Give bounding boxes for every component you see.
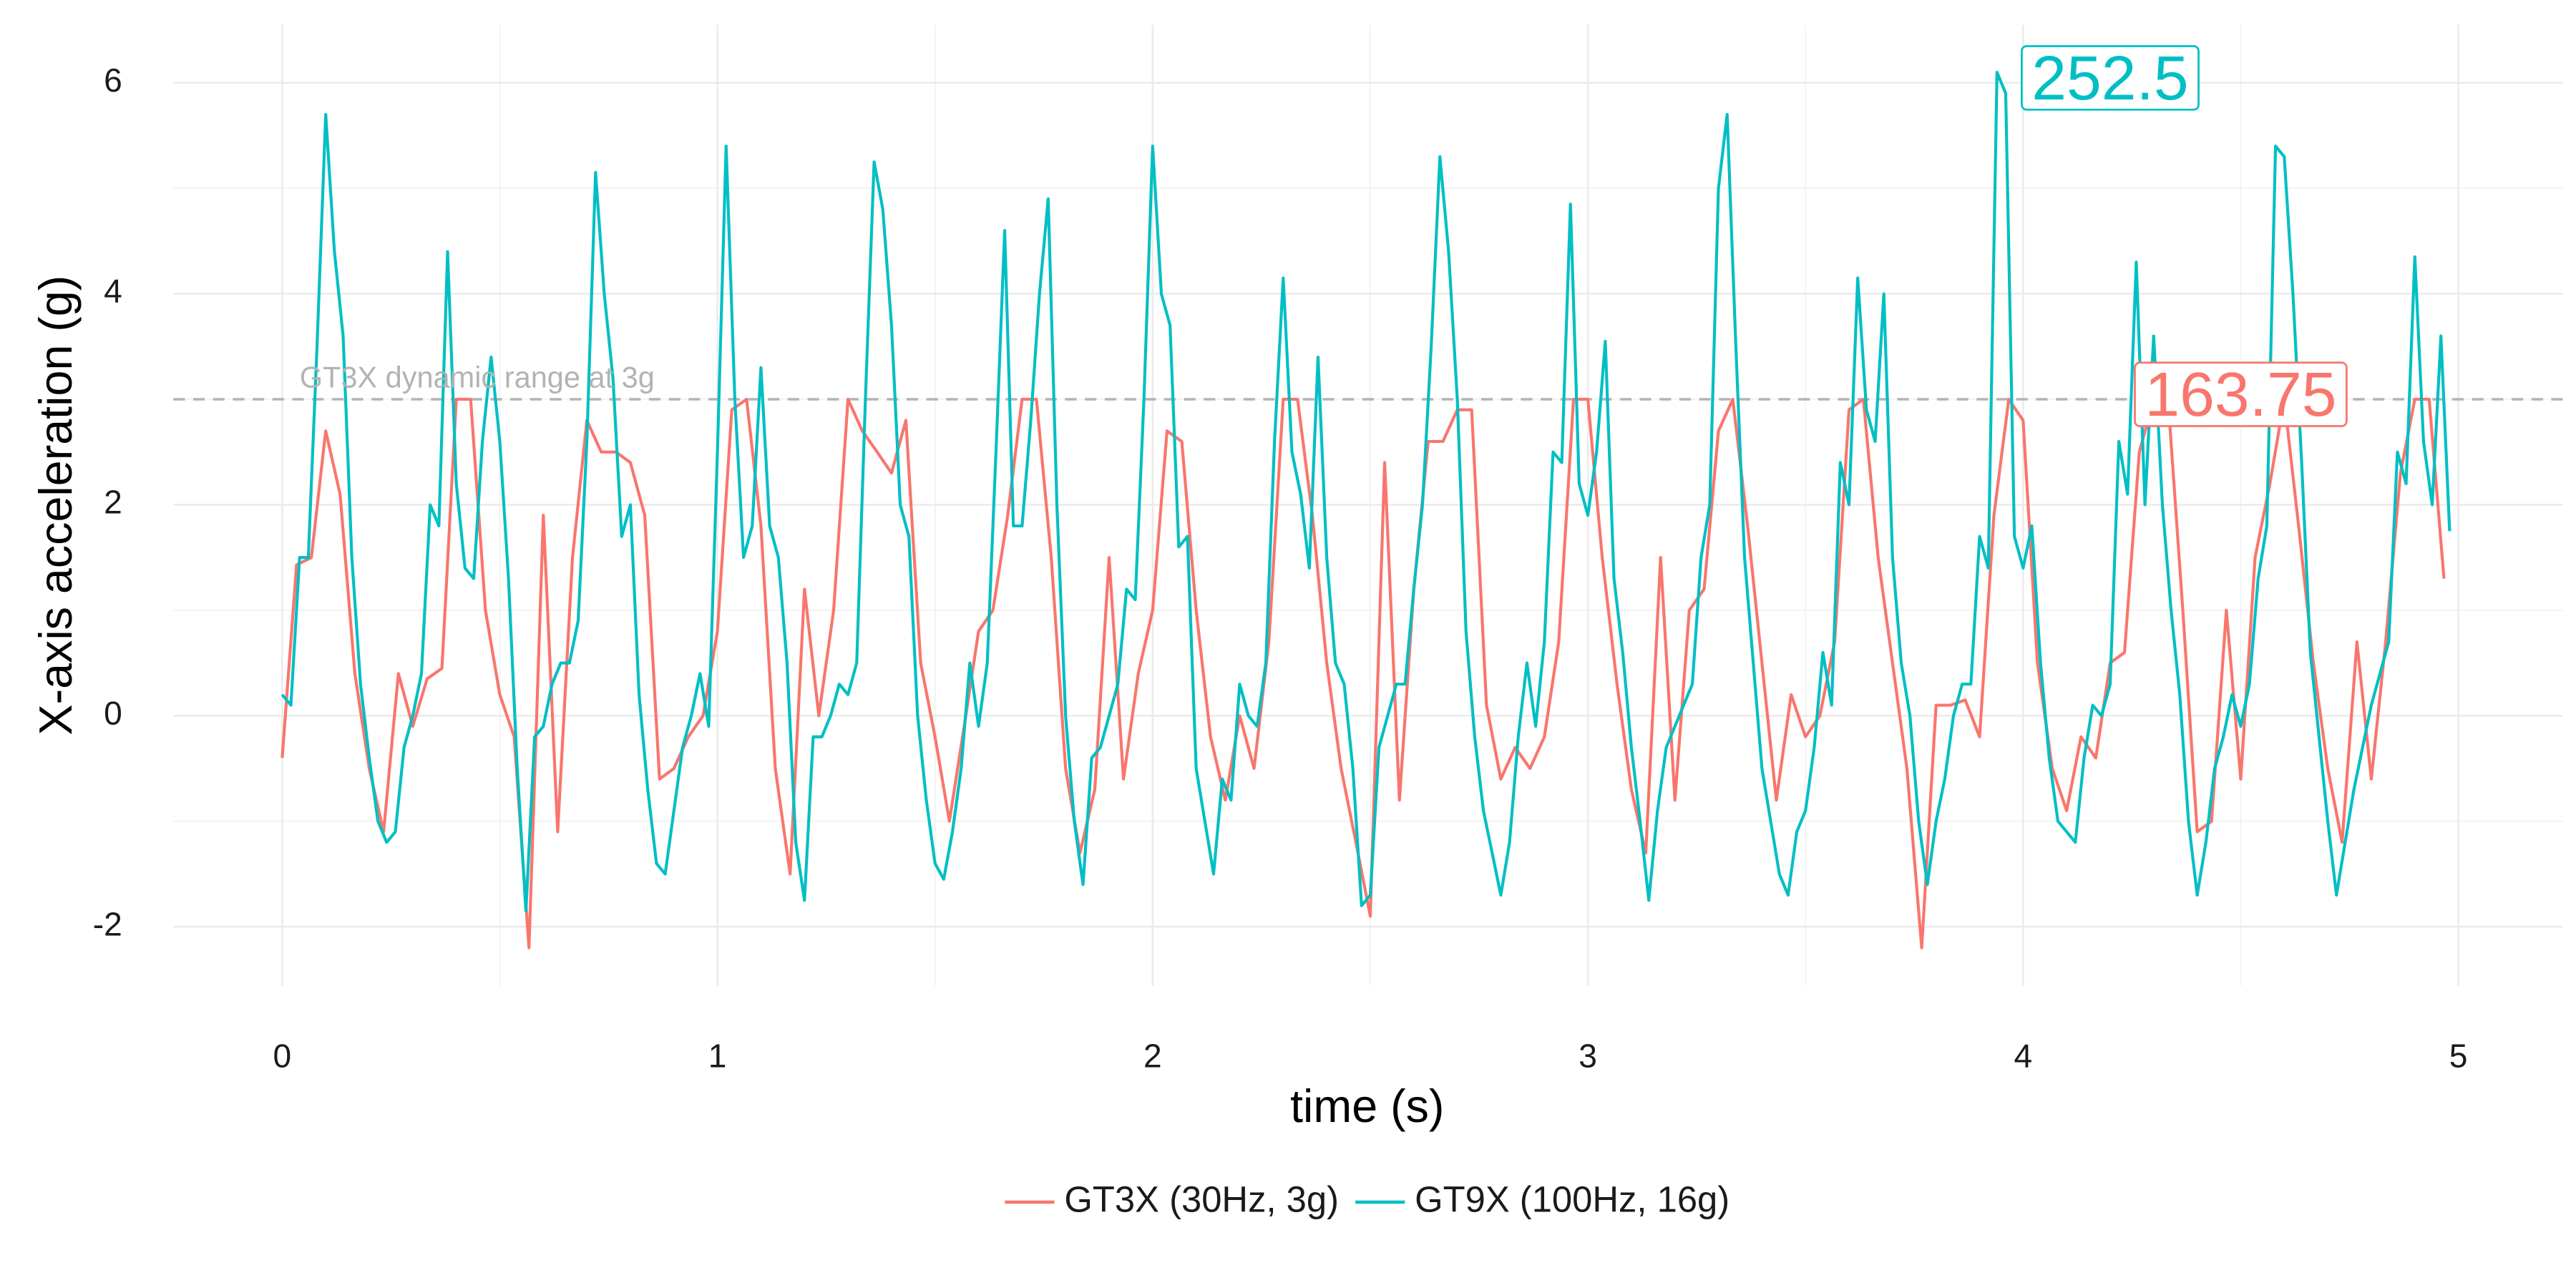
x-tick-label: 4	[2014, 1037, 2032, 1074]
annotation-box	[2021, 45, 2200, 111]
x-tick-label: 5	[2449, 1037, 2468, 1074]
x-tick-label: 1	[708, 1037, 727, 1074]
y-axis-title: X-axis acceleration (g)	[30, 275, 82, 736]
annotation-text: 163.75	[2145, 359, 2336, 429]
legend-label: GT9X (100Hz, 16g)	[1415, 1179, 1729, 1219]
annotation: 252.5	[2021, 43, 2200, 113]
annotation-box	[2134, 361, 2348, 427]
series-line	[280, 70, 2451, 913]
series-line	[280, 397, 2446, 950]
y-tick-label: 6	[104, 62, 122, 99]
y-tick-label: 4	[104, 273, 122, 310]
y-tick-label: -2	[93, 905, 122, 942]
x-axis-title: time (s)	[1290, 1080, 1444, 1132]
reference-line-label: GT3X dynamic range at 3g	[300, 360, 655, 394]
legend-label: GT3X (30Hz, 3g)	[1064, 1179, 1339, 1219]
annotation: 163.75	[2134, 359, 2348, 429]
x-tick-label: 2	[1143, 1037, 1162, 1074]
legend: GT3X (30Hz, 3g) GT9X (100Hz, 16g)	[1005, 1179, 1729, 1219]
x-tick-label: 3	[1579, 1037, 1597, 1074]
y-tick-label: 0	[104, 694, 122, 731]
annotation-text: 252.5	[2031, 43, 2188, 113]
y-tick-label: 2	[104, 484, 122, 521]
x-tick-label: 0	[273, 1037, 292, 1074]
